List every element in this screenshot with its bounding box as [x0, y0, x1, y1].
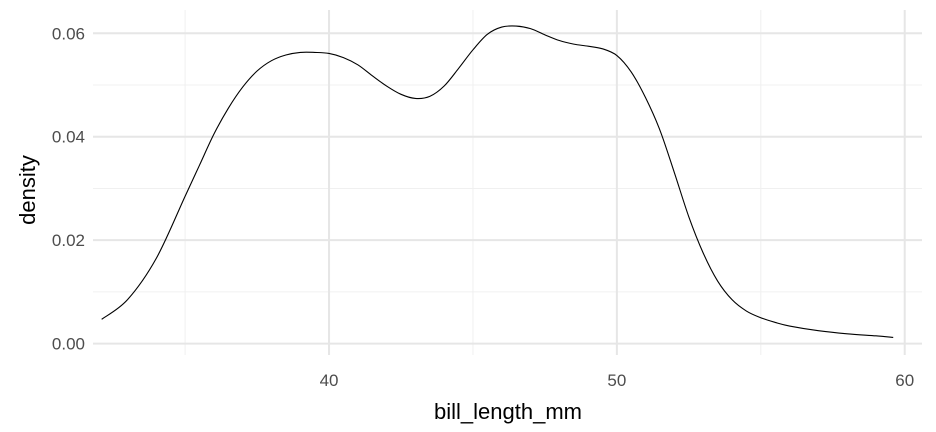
y-tick-labels: 0.00 0.02 0.04 0.06 [52, 24, 85, 353]
x-tick-labels: 40 50 60 [320, 371, 915, 390]
x-tick-label: 60 [895, 371, 914, 390]
y-tick-label: 0.02 [52, 231, 85, 250]
x-tick-label: 40 [320, 371, 339, 390]
x-axis-title: bill_length_mm [434, 399, 582, 424]
major-gridlines [93, 10, 922, 355]
y-tick-label: 0.06 [52, 24, 85, 43]
density-curve [101, 25, 894, 338]
y-tick-label: 0.04 [52, 128, 85, 147]
x-tick-label: 50 [607, 371, 626, 390]
series-layer [101, 25, 894, 338]
y-axis-title: density [15, 155, 40, 225]
minor-gridlines [93, 10, 922, 355]
y-tick-label: 0.00 [52, 335, 85, 354]
